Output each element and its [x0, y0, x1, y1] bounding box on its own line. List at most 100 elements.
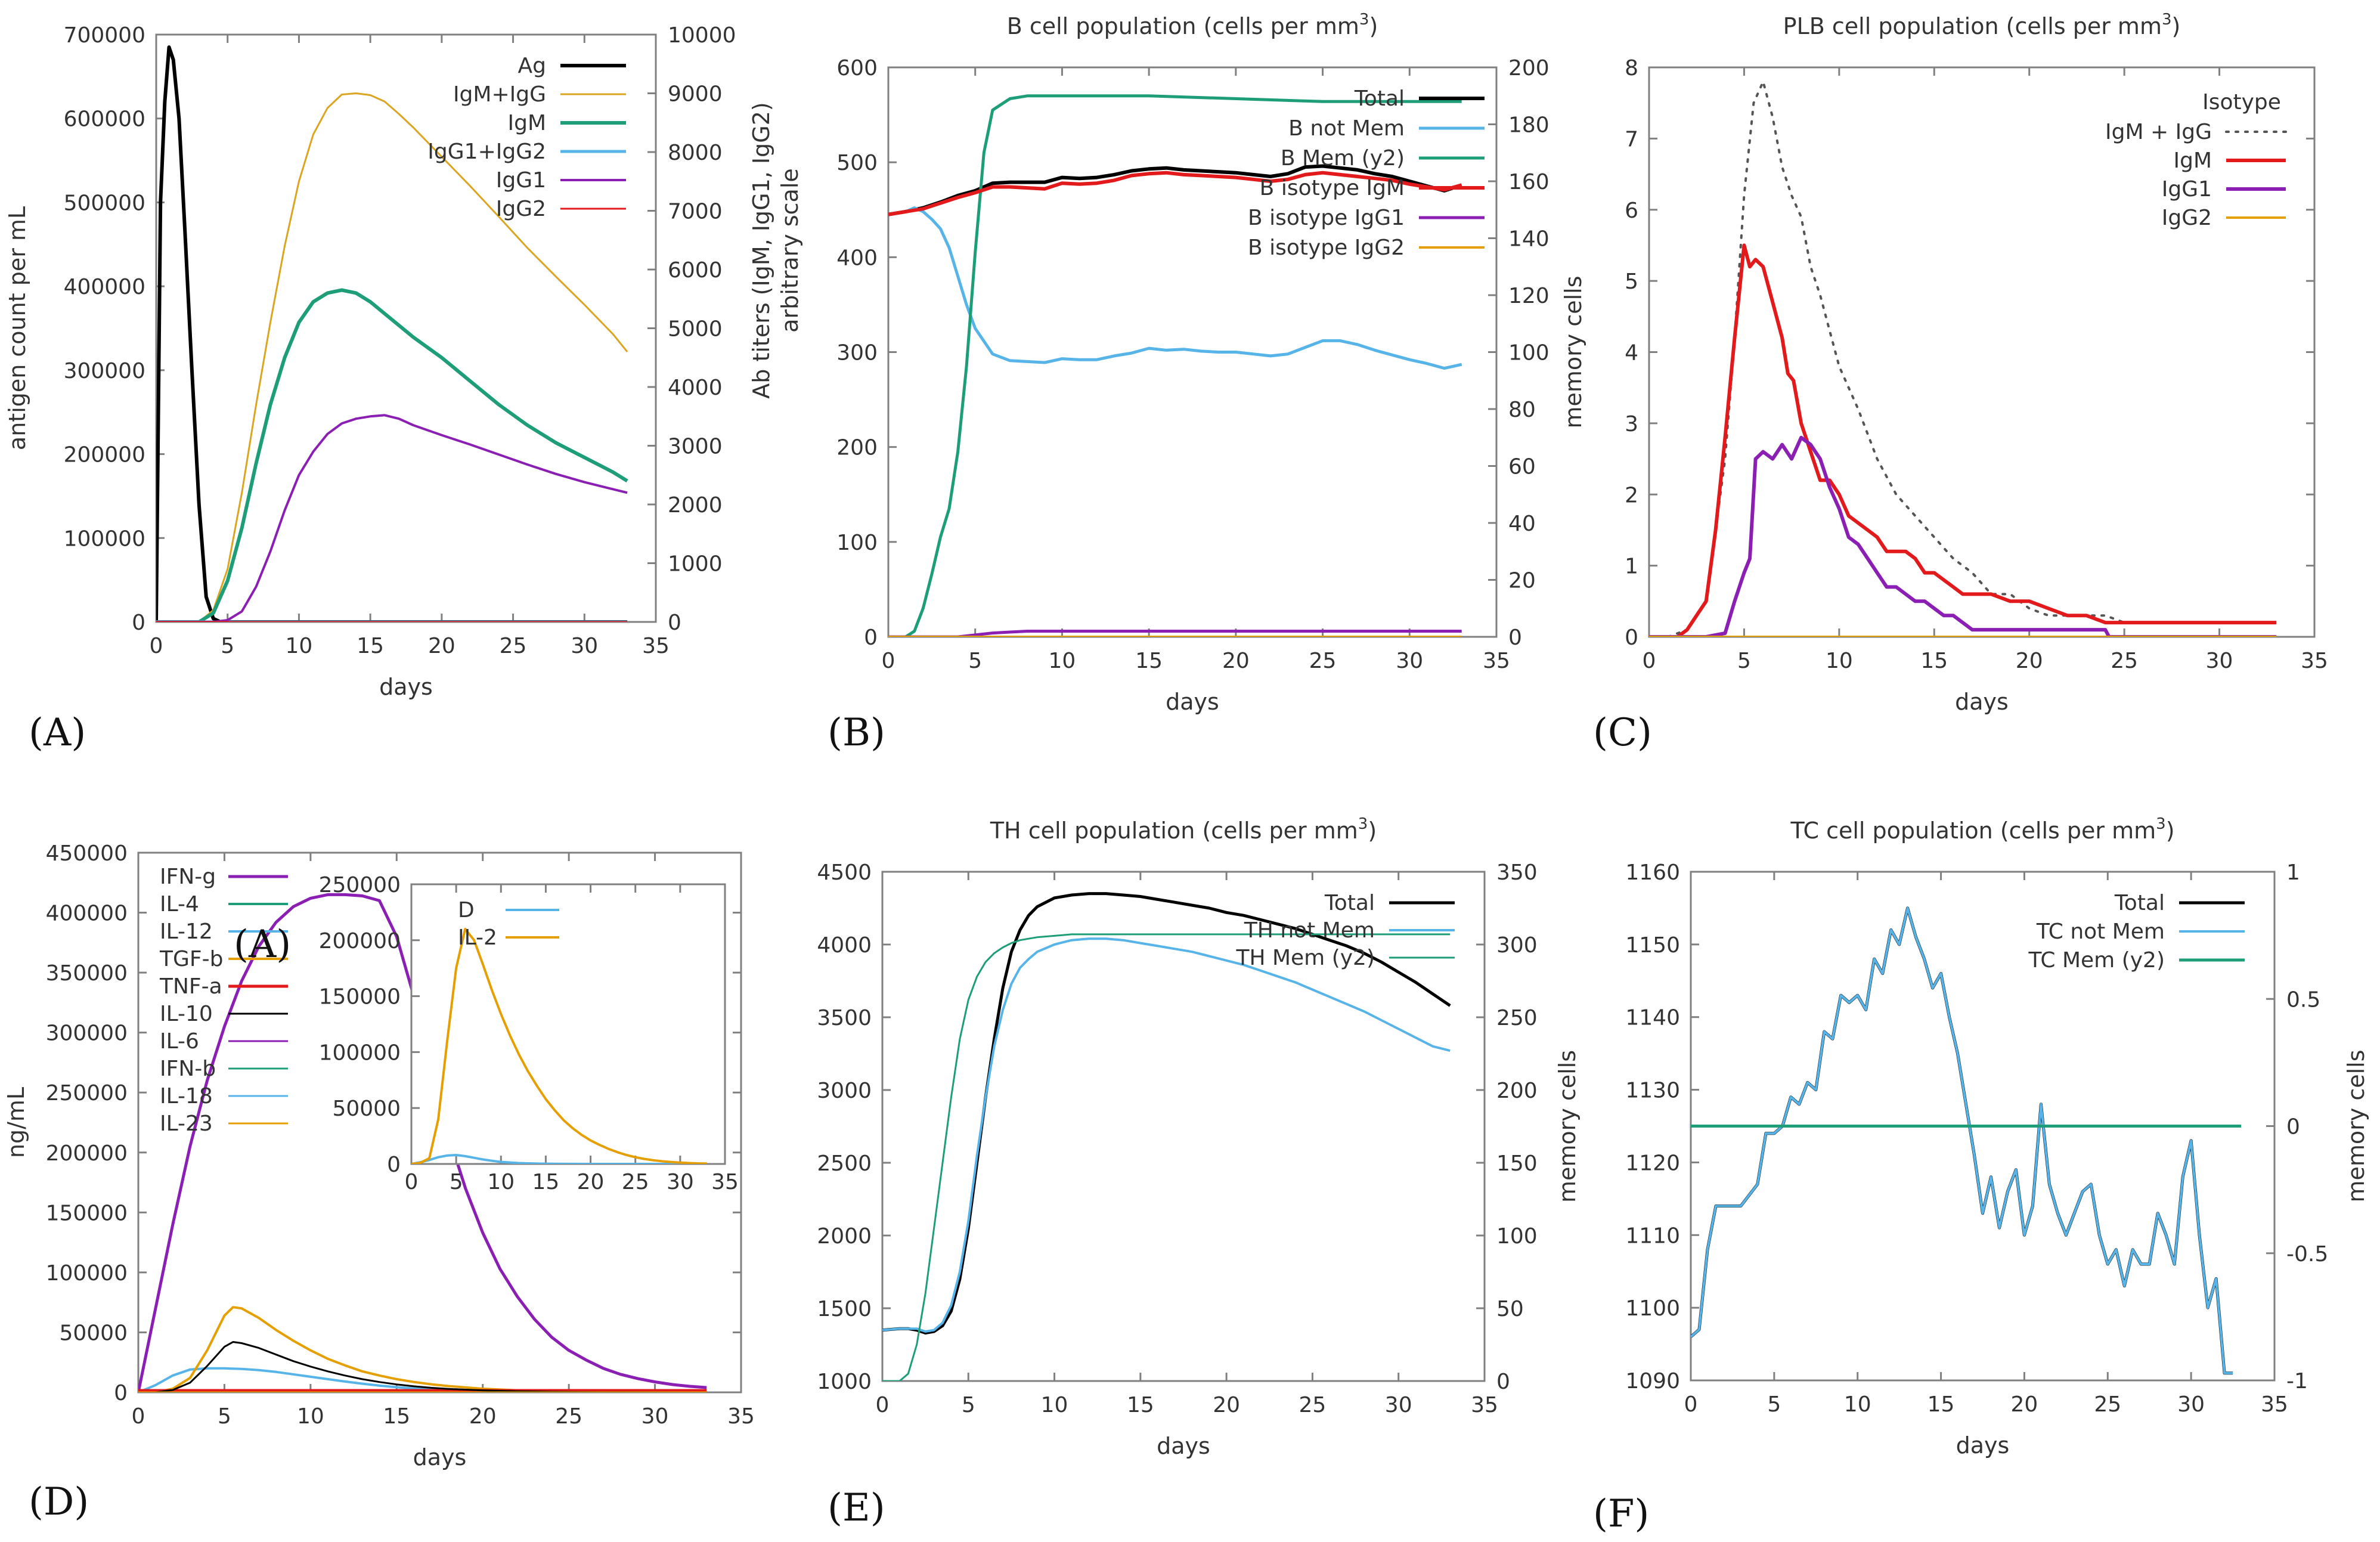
x-axis-label: days — [413, 1444, 467, 1470]
plot-frame — [1648, 66, 2316, 638]
y-tick-label: 200000 — [64, 443, 145, 467]
x-tick-label: 0 — [876, 1393, 890, 1417]
y2-tick-label: 6000 — [668, 258, 723, 283]
plot-frame — [881, 871, 1486, 1382]
y2-tick-label: 150 — [1496, 1151, 1538, 1176]
legend-label: Ag — [518, 54, 546, 78]
x-tick-label: 25 — [2094, 1392, 2121, 1417]
x-axis-label: days — [1157, 1433, 1210, 1459]
y2-tick-label: 100 — [1508, 341, 1550, 366]
x-tick-label: 5 — [1737, 649, 1751, 673]
legend: Ag IgM+IgG IgM IgG1+IgG2 IgG1 IgG2 — [427, 54, 626, 221]
chart-a: 0 5 10 15 20 25 30 3501000002000003000004000005… — [4, 23, 803, 700]
x-tick-label: 0 — [405, 1170, 419, 1194]
series-line-igg1 — [156, 414, 628, 622]
y-tick-label: 0 — [864, 626, 878, 650]
panel-label-e: (E) — [828, 1486, 885, 1530]
x-tick-label: 20 — [2016, 649, 2043, 673]
legend-label: IL-4 — [160, 892, 199, 916]
x-tick-label: 35 — [711, 1170, 739, 1194]
y2-tick-label: 120 — [1508, 284, 1550, 308]
y-tick-label: 2500 — [817, 1151, 872, 1176]
panel-label-b: (B) — [828, 711, 885, 755]
legend-label: TH Mem (y2) — [1235, 946, 1375, 970]
chart-title-main: B cell population (cells per mm — [1007, 13, 1359, 39]
legend-label: TC Mem (y2) — [2028, 948, 2165, 973]
chart-b: 0 5 10 15 20 25 30 3501002003004005006000204060… — [836, 11, 1549, 715]
x-tick-label: 30 — [2177, 1392, 2205, 1417]
x-tick-label: 0 — [882, 649, 895, 673]
y2-tick-label: 350 — [1496, 860, 1538, 885]
legend-label: IgG1+IgG2 — [427, 140, 546, 164]
legend-label: TNF-a — [159, 974, 222, 999]
x-tick-label: 25 — [1309, 649, 1337, 673]
x-tick-label: 15 — [1135, 649, 1163, 673]
chart-e: 0 5 10 15 20 25 30 3510001500200025003000350040… — [817, 815, 1581, 1459]
legend: Total TC not Mem TC Mem (y2) — [2028, 891, 2245, 973]
y2-tick-label: 9000 — [668, 82, 723, 107]
y-axis-label: ng/mL — [3, 1087, 29, 1158]
legend-label: IL-12 — [160, 919, 213, 944]
x-tick-label: 25 — [1299, 1393, 1327, 1417]
y-tick-label: 50000 — [59, 1321, 128, 1345]
y-tick-label: 3000 — [817, 1079, 872, 1103]
y2-tick-label: 180 — [1508, 113, 1550, 138]
y2-tick-label: 0.5 — [2286, 987, 2320, 1012]
chart-title: TC cell population (cells per mm3) — [1790, 815, 2174, 844]
legend-label: Total — [2114, 891, 2165, 915]
x-tick-label: 30 — [667, 1170, 694, 1194]
x-tick-label: 15 — [1927, 1392, 1955, 1417]
x-axis-label: days — [379, 674, 433, 700]
series-line-igm — [1649, 243, 2277, 637]
series-line-th-not-mem — [882, 937, 1451, 1333]
y-tick-label: 150000 — [319, 985, 401, 1010]
legend-label: IgG1 — [2162, 177, 2212, 202]
y-tick-label: 1130 — [1625, 1079, 1680, 1103]
x-tick-label: 35 — [2261, 1392, 2288, 1417]
x-tick-label: 25 — [500, 634, 527, 658]
chart-title-main: PLB cell population (cells per mm — [1783, 13, 2162, 39]
x-tick-label: 30 — [642, 1404, 669, 1429]
y2-tick-label: 0 — [2286, 1115, 2300, 1140]
legend-label: IgG1 — [496, 168, 546, 193]
y-tick-label: 0 — [114, 1381, 128, 1405]
chart-title-sup: 3 — [2156, 815, 2166, 833]
y-tick-label: 1160 — [1625, 860, 1680, 885]
y-tick-label: 1150 — [1625, 933, 1680, 958]
y-tick-label: 1500 — [817, 1297, 872, 1321]
legend-label: Total — [1354, 86, 1405, 111]
x-tick-label: 5 — [218, 1404, 231, 1429]
panel-label-c: (C) — [1593, 711, 1652, 755]
y2-tick-label: 300 — [1496, 933, 1538, 958]
y-axis-label: memory cells — [1560, 275, 1586, 428]
y2-axis-label-line2: arbitrary scale — [777, 168, 803, 333]
x-tick-label: 20 — [469, 1404, 497, 1429]
series-line-igm-igg — [156, 92, 628, 622]
y2-tick-label: 3000 — [668, 435, 723, 459]
legend: IFN-g IL-4 IL-12 TGF-b TNF-a IL-10 IL-6 IFN-b IL… — [159, 865, 288, 1136]
y-tick-label: 2 — [1625, 483, 1638, 507]
y-tick-label: 100 — [836, 531, 878, 555]
y-tick-label: 3500 — [817, 1006, 872, 1030]
y-tick-label: 100000 — [319, 1041, 401, 1065]
series-line-igm — [156, 288, 628, 622]
y-tick-label: 600000 — [64, 107, 145, 132]
x-tick-label: 10 — [1826, 649, 1853, 673]
y2-tick-label: 80 — [1508, 398, 1536, 422]
x-tick-label: 35 — [1483, 649, 1510, 673]
y2-tick-label: 10000 — [668, 23, 736, 48]
y-tick-label: 0 — [132, 611, 145, 635]
y2-tick-label: 200 — [1508, 56, 1550, 80]
series-line-d — [411, 1154, 707, 1164]
x-tick-label: 20 — [2011, 1392, 2038, 1417]
y2-tick-label: 40 — [1508, 512, 1536, 536]
legend-label: IL-6 — [160, 1029, 199, 1054]
legend-label: IgM + IgG — [2105, 120, 2212, 144]
legend-label: IgG2 — [496, 197, 546, 221]
series-line-b-isotype-igm — [888, 171, 1462, 216]
chart-title: TH cell population (cells per mm3) — [990, 815, 1377, 844]
y2-tick-label: 50 — [1496, 1297, 1524, 1321]
series-line-il-2 — [411, 928, 707, 1164]
legend-label: D — [458, 898, 475, 922]
